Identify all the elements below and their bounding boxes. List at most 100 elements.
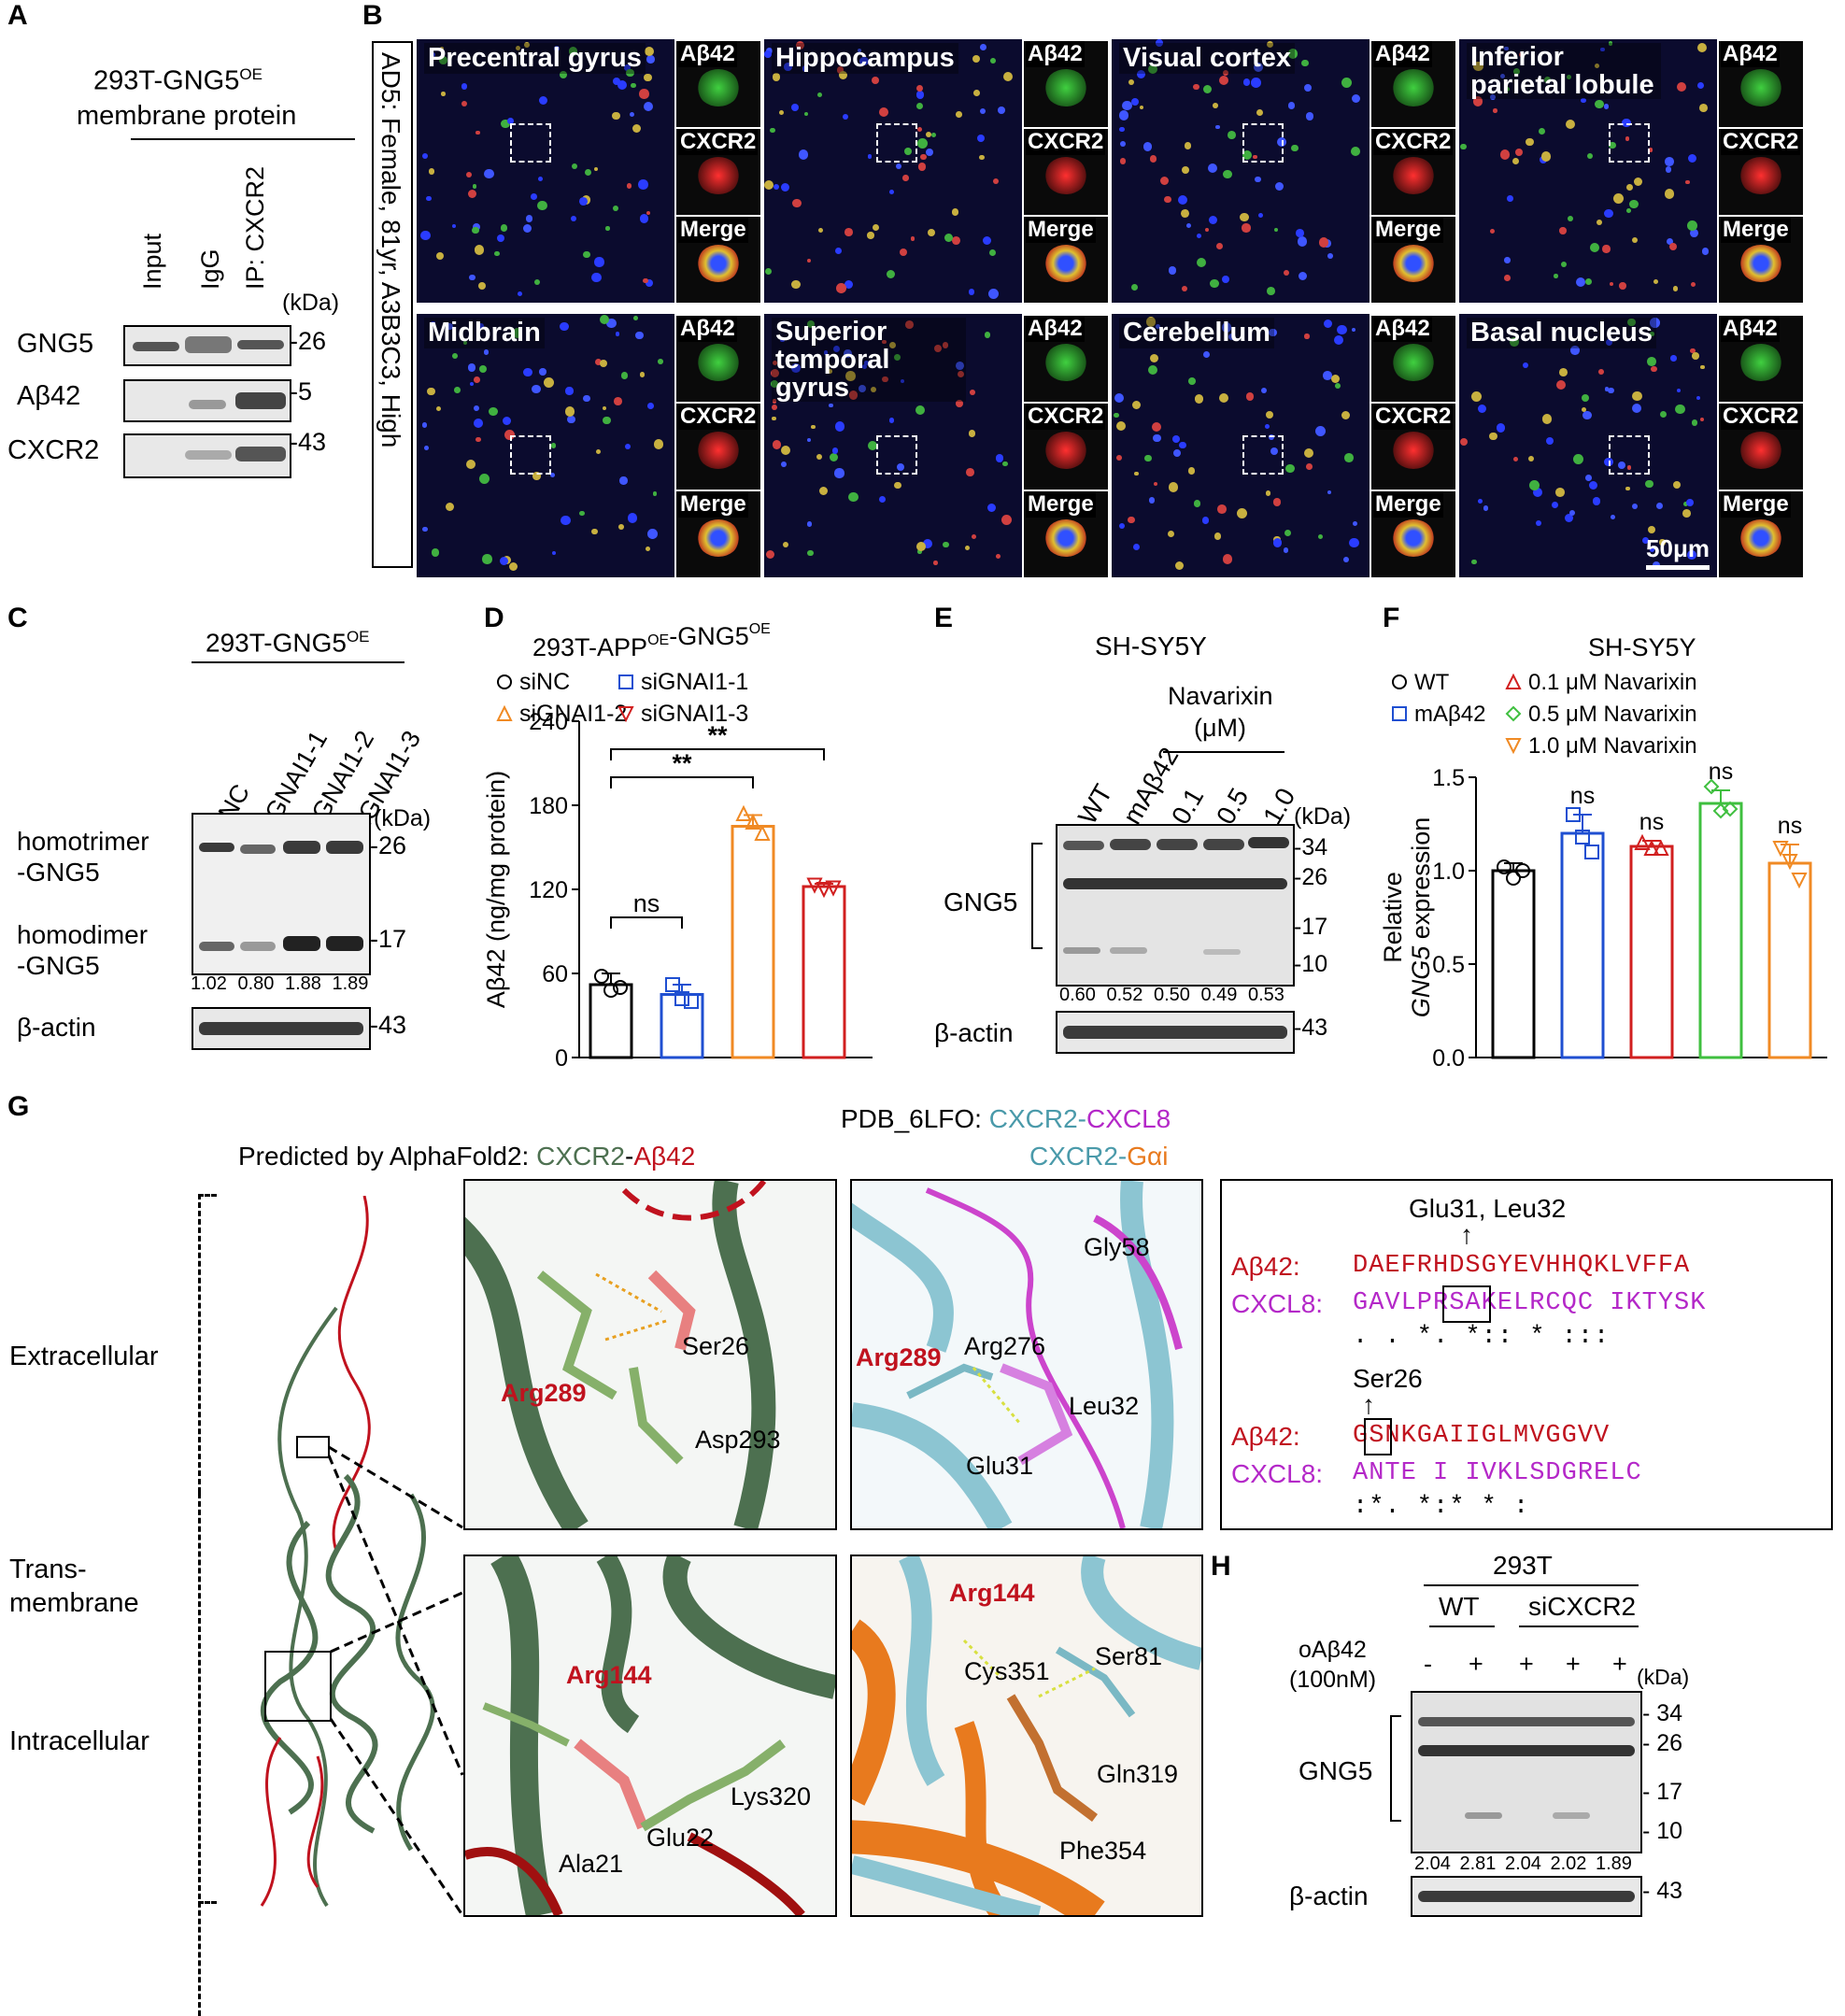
cell-dot [972, 55, 980, 64]
data-point [735, 804, 752, 821]
label-actin-c: β-actin [17, 1013, 96, 1042]
cell-dot [532, 472, 541, 480]
data-point [665, 977, 680, 992]
cell-dot [1208, 216, 1217, 225]
legend-marker-WT [1392, 674, 1407, 689]
inset-cell [1739, 245, 1782, 282]
cell-dot [1265, 411, 1273, 419]
cell-dot [772, 404, 777, 410]
panel-a-title-rule [131, 138, 355, 140]
cell-dot [956, 111, 962, 118]
cell-dot [593, 166, 599, 172]
cell-dot [1256, 108, 1263, 116]
blot-e-gng5 [1056, 824, 1295, 987]
panel-e-letter: E [934, 603, 954, 633]
cell-dot [968, 289, 975, 296]
label-homotrimer-b: -GNG5 [17, 858, 100, 887]
cell-dot [888, 418, 895, 423]
cell-dot [1510, 336, 1519, 347]
align-box-s [1364, 1418, 1392, 1455]
cell-dot [1634, 177, 1643, 187]
cell-dot [1570, 346, 1580, 355]
cell-dot [1632, 237, 1639, 244]
cell-dot [1641, 536, 1650, 545]
cell-dot [1269, 328, 1277, 337]
micrograph-hippocampus: Hippocampus Aβ42 CXCR2 Merge [764, 39, 1108, 303]
cell-dot [473, 419, 483, 429]
inset-cell [1392, 245, 1435, 282]
cell-dot [834, 421, 845, 433]
cell-dot [454, 387, 461, 393]
cell-dot [1611, 515, 1616, 520]
inset-label: Merge [1026, 491, 1096, 518]
cell-dot [550, 472, 556, 477]
bar-mAβ42 [1560, 831, 1605, 1059]
cell-dot [1564, 513, 1574, 522]
inset-cxcr2: CXCR2 [674, 402, 760, 491]
cell-dot [1351, 327, 1356, 333]
cell-dot [773, 184, 780, 191]
bar-siGNAI1-2 [731, 825, 775, 1059]
cell-dot [976, 134, 986, 143]
cell-dot [1134, 471, 1140, 476]
cell-dot [791, 279, 801, 290]
cell-dot [1472, 96, 1483, 106]
inset-label: CXCR2 [1721, 404, 1801, 430]
inset-label: CXCR2 [1373, 129, 1454, 155]
y-axis-label-1: Relative [1379, 872, 1407, 963]
cell-dot [507, 118, 515, 124]
cell-dot [1128, 79, 1135, 86]
cell-dot [1659, 539, 1666, 546]
cell-dot [1194, 394, 1204, 404]
align-box-el [1442, 1285, 1491, 1323]
data-point [1643, 839, 1660, 856]
cell-dot [1343, 556, 1349, 562]
zoom-box [1609, 123, 1650, 163]
micrograph-superior-temporal-gyrus: Superior temporal gyrus Aβ42 CXCR2 Merge [764, 314, 1108, 577]
bracket-tick [198, 1194, 217, 1197]
y-tick-label: 1.0 [1432, 859, 1465, 885]
cell-dot [614, 397, 623, 406]
cell-dot [624, 443, 631, 450]
inset-cell [1044, 157, 1087, 194]
inset-cxcr2: CXCR2 [1717, 402, 1803, 491]
cell-dot [1173, 449, 1182, 458]
cell-dot [463, 340, 468, 346]
inset-a42: Aβ42 [1022, 39, 1108, 129]
inset-label: Aβ42 [678, 41, 737, 67]
res-arg144: Arg144 [566, 1661, 652, 1689]
cell-dot [1608, 388, 1614, 394]
cell-dot [533, 278, 541, 286]
inset-label: CXCR2 [1373, 404, 1454, 430]
inset-label: CXCR2 [1026, 129, 1106, 155]
inset-label: Merge [1721, 491, 1791, 518]
cell-dot [1218, 393, 1228, 404]
cell-dot [1584, 277, 1592, 286]
cell-dot [1646, 357, 1656, 367]
cell-dot [1631, 403, 1641, 413]
cell-dot [1605, 338, 1613, 347]
cell-dot [996, 554, 1001, 559]
inset-cell [1392, 69, 1435, 106]
cell-dot [1672, 286, 1679, 291]
cell-dot [435, 405, 442, 411]
cell-dot [1701, 248, 1710, 256]
cell-dot [1131, 284, 1139, 291]
micrograph-label: Visual cortex [1119, 43, 1296, 74]
legend-label-0.5 μM Navarixin: 0.5 μM Navarixin [1528, 702, 1697, 727]
cell-dot [783, 542, 789, 548]
cell-dot [525, 215, 533, 222]
cell-dot [567, 415, 575, 424]
cell-dot [1142, 142, 1153, 151]
cell-dot [832, 346, 840, 353]
mw-e-17: -17 [1294, 914, 1328, 940]
cell-dot [933, 561, 938, 565]
cell-dot [472, 226, 479, 234]
cell-dot [605, 226, 610, 231]
cell-dot [1218, 75, 1229, 85]
micrograph-label: Basal nucleus [1467, 318, 1657, 348]
cell-dot [1460, 143, 1467, 150]
cell-dot [1147, 365, 1157, 376]
inset-cxcr2: CXCR2 [1022, 127, 1108, 217]
